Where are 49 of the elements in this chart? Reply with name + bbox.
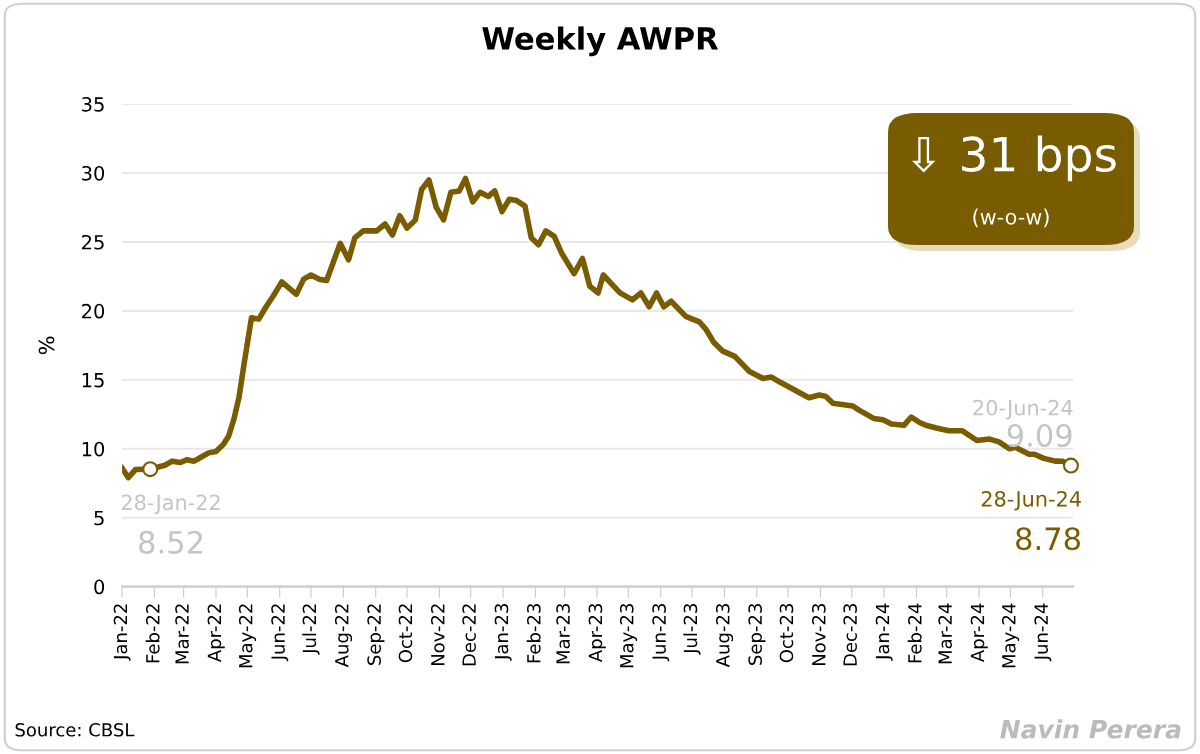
x-tick-label: Apr-24 — [970, 603, 988, 663]
x-tick-label: Sep-23 — [748, 604, 766, 665]
x-tick-label: Feb-24 — [907, 603, 922, 663]
x-tick-label: May-22 — [238, 604, 257, 668]
x-tick-label: Mar-24 — [938, 603, 952, 664]
y-tick-label: 5 — [94, 510, 104, 526]
y-tick-label: 35 — [82, 97, 104, 112]
x-tick-label: Oct-22 — [398, 604, 413, 663]
annotation: 28-Jan-22 — [121, 494, 220, 515]
x-tick-label: Aug-23 — [715, 604, 734, 668]
x-tick-label: May-24 — [1001, 603, 1020, 668]
y-tick-label: 10 — [82, 441, 105, 457]
x-tick-label: Jun-24 — [1034, 603, 1052, 662]
chart-title: Weekly AWPR — [482, 26, 719, 57]
x-tick-label: Nov-23 — [812, 604, 826, 666]
x-tick-label: Sep-22 — [367, 604, 385, 665]
x-tick-label: Apr-22 — [207, 604, 225, 663]
x-tick-label: Oct-23 — [779, 604, 794, 663]
x-tick-label: Mar-23 — [556, 604, 570, 664]
x-tick-label: Jan-22 — [113, 604, 131, 661]
x-tick-label: Apr-23 — [588, 604, 606, 663]
x-tick-label: Jun-22 — [271, 604, 289, 662]
x-tick-label: Dec-23 — [843, 604, 857, 666]
annotation: 28-Jun-24 — [981, 490, 1081, 511]
x-tick-label: Jan-23 — [494, 604, 512, 661]
y-tick-label: 0 — [94, 579, 105, 595]
text: Navin Perera — [1000, 719, 1181, 739]
annotation: 8.78 — [1016, 527, 1080, 551]
x-tick-label: May-23 — [619, 604, 638, 668]
y-tick-label: 20 — [82, 303, 105, 319]
x-tick-label: Feb-22 — [145, 604, 160, 663]
x-tick-label: Mar-22 — [175, 604, 189, 664]
annotation: 20-Jun-24 — [973, 399, 1073, 420]
annotation: 9.09 — [1007, 423, 1072, 448]
x-tick-label: Jun-23 — [652, 604, 670, 662]
annotation: ⇩ 31 bps (w-o-w) — [911, 135, 1116, 228]
x-tick-label: Jan-24 — [875, 603, 893, 661]
annotation: 8.52 — [139, 530, 203, 554]
y-tick-label: 30 — [82, 165, 105, 181]
x-tick-label: Dec-22 — [462, 604, 476, 666]
x-tick-label: Feb-23 — [526, 604, 541, 663]
x-tick-label: Aug-22 — [334, 604, 353, 668]
x-tick-label: Jul-23 — [683, 604, 701, 655]
x-tick-label: Jul-22 — [302, 604, 320, 655]
y-tick-label: 15 — [82, 373, 104, 388]
y-axis-title: % — [38, 336, 55, 355]
x-tick-label: Nov-22 — [430, 604, 445, 666]
y-tick-label: 25 — [82, 234, 104, 250]
source-note: Source: CBSL — [15, 722, 135, 737]
